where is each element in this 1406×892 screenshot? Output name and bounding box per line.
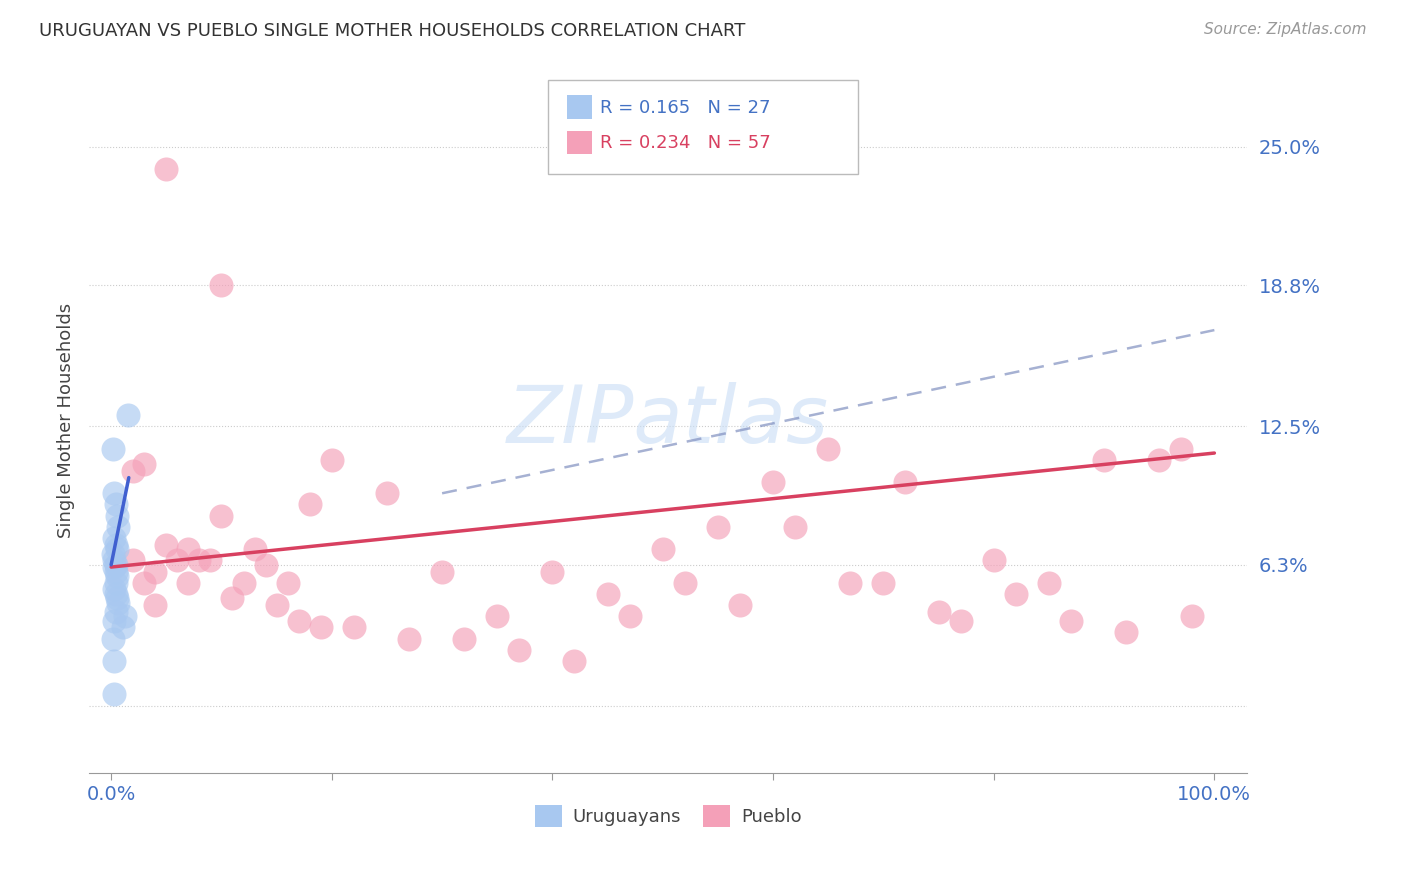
- Point: [188, 553, 211, 567]
- Point: [817, 442, 839, 456]
- Text: R = 0.165   N = 27: R = 0.165 N = 27: [600, 99, 770, 117]
- Point: [343, 620, 366, 634]
- Point: [122, 553, 145, 567]
- Point: [287, 614, 309, 628]
- Point: [155, 162, 177, 177]
- Point: [103, 614, 125, 628]
- Point: [117, 408, 139, 422]
- Point: [103, 531, 125, 545]
- Point: [983, 553, 1005, 567]
- Point: [104, 605, 127, 619]
- Point: [166, 553, 188, 567]
- Point: [928, 605, 950, 619]
- Point: [596, 587, 619, 601]
- Point: [894, 475, 917, 489]
- Text: Source: ZipAtlas.com: Source: ZipAtlas.com: [1204, 22, 1367, 37]
- Point: [564, 654, 586, 668]
- Point: [104, 575, 127, 590]
- Point: [375, 486, 398, 500]
- Point: [398, 632, 420, 646]
- Point: [104, 498, 127, 512]
- Point: [134, 457, 156, 471]
- Point: [298, 498, 321, 512]
- Point: [104, 587, 127, 601]
- Point: [177, 575, 200, 590]
- Point: [105, 508, 128, 523]
- Point: [104, 565, 127, 579]
- Point: [453, 632, 475, 646]
- Point: [762, 475, 785, 489]
- Point: [254, 558, 277, 572]
- Point: [1181, 609, 1204, 624]
- Point: [103, 632, 125, 646]
- Point: [872, 575, 894, 590]
- Point: [1004, 587, 1026, 601]
- Text: R = 0.234   N = 57: R = 0.234 N = 57: [600, 134, 770, 152]
- Point: [122, 464, 145, 478]
- Point: [105, 569, 128, 583]
- Point: [104, 558, 127, 572]
- Point: [321, 452, 343, 467]
- Point: [103, 560, 125, 574]
- Point: [155, 538, 177, 552]
- Point: [430, 565, 453, 579]
- Point: [104, 538, 127, 552]
- Point: [211, 278, 233, 293]
- Y-axis label: Single Mother Households: Single Mother Households: [58, 303, 75, 538]
- Text: URUGUAYAN VS PUEBLO SINGLE MOTHER HOUSEHOLDS CORRELATION CHART: URUGUAYAN VS PUEBLO SINGLE MOTHER HOUSEH…: [39, 22, 745, 40]
- Point: [103, 547, 125, 561]
- Point: [839, 575, 862, 590]
- Point: [177, 542, 200, 557]
- Point: [112, 620, 135, 634]
- Point: [105, 591, 128, 606]
- Point: [105, 542, 128, 557]
- Point: [143, 565, 166, 579]
- Point: [309, 620, 332, 634]
- Point: [1147, 452, 1170, 467]
- Point: [1060, 614, 1083, 628]
- Text: ZIPatlas: ZIPatlas: [508, 382, 830, 459]
- Point: [728, 598, 751, 612]
- Point: [707, 520, 730, 534]
- Point: [277, 575, 299, 590]
- Point: [651, 542, 673, 557]
- Point: [508, 642, 530, 657]
- Point: [1115, 624, 1137, 639]
- Point: [103, 553, 125, 567]
- Point: [134, 575, 156, 590]
- Point: [107, 596, 129, 610]
- Point: [785, 520, 807, 534]
- Point: [103, 688, 125, 702]
- Point: [486, 609, 509, 624]
- Point: [200, 553, 222, 567]
- Point: [1038, 575, 1060, 590]
- Point: [949, 614, 972, 628]
- Point: [232, 575, 254, 590]
- Point: [143, 598, 166, 612]
- Point: [1170, 442, 1192, 456]
- Point: [221, 591, 243, 606]
- Point: [266, 598, 288, 612]
- Point: [243, 542, 266, 557]
- Point: [103, 654, 125, 668]
- Point: [107, 520, 129, 534]
- Point: [541, 565, 564, 579]
- Point: [211, 508, 233, 523]
- Point: [619, 609, 641, 624]
- Legend: Uruguayans, Pueblo: Uruguayans, Pueblo: [527, 797, 808, 834]
- Point: [103, 582, 125, 597]
- Point: [103, 486, 125, 500]
- Point: [673, 575, 696, 590]
- Point: [1092, 452, 1115, 467]
- Point: [114, 609, 136, 624]
- Point: [103, 442, 125, 456]
